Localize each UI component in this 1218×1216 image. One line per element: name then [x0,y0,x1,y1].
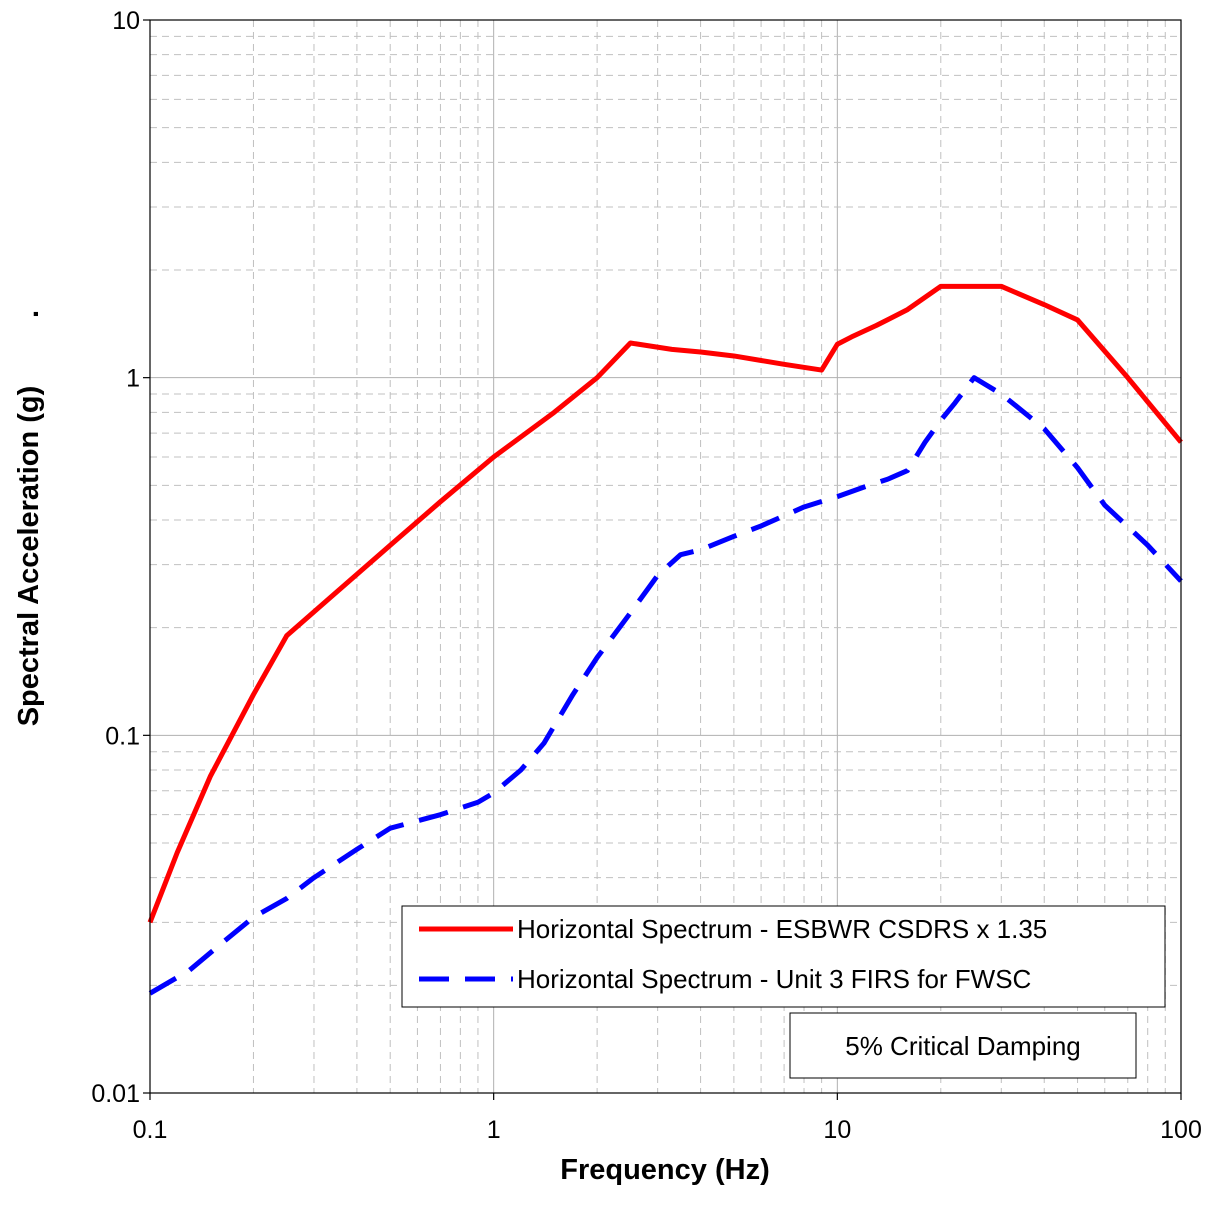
series-line-unit3 [148,375,1183,996]
legend: Horizontal Spectrum - ESBWR CSDRS x 1.35… [401,905,1166,1008]
x-tick-label: 100 [1160,1116,1202,1144]
y-tick-label: 10 [112,7,140,35]
damping-note-text: 5% Critical Damping [845,1031,1081,1061]
y-tick-label: 0.01 [91,1080,140,1108]
damping-note: 5% Critical Damping [789,1012,1137,1079]
series-layer [147,283,1183,996]
axis-ticks: 0.1 1 10 100 0.01 0.1 1 10 [91,7,1202,1144]
y-tick-label: 0.1 [105,722,140,750]
legend-label-unit3: Horizontal Spectrum - Unit 3 FIRS for FW… [517,964,1031,994]
y-axis-title-suffix: . [13,310,45,318]
damping-note-box [789,1012,1137,1079]
y-tick-label: 1 [126,365,140,393]
x-tick-label: 1 [487,1116,501,1144]
x-tick-label: 10 [823,1116,851,1144]
legend-label-esbwr: Horizontal Spectrum - ESBWR CSDRS x 1.35 [517,914,1047,944]
x-axis-title: Frequency (Hz) [560,1154,769,1186]
legend-box [401,905,1166,1008]
x-tick-label: 0.1 [133,1116,168,1144]
y-axis-title: Spectral Acceleration (g) [13,386,45,727]
plot-frame [149,19,1182,1094]
series-line-esbwr [147,283,1183,924]
